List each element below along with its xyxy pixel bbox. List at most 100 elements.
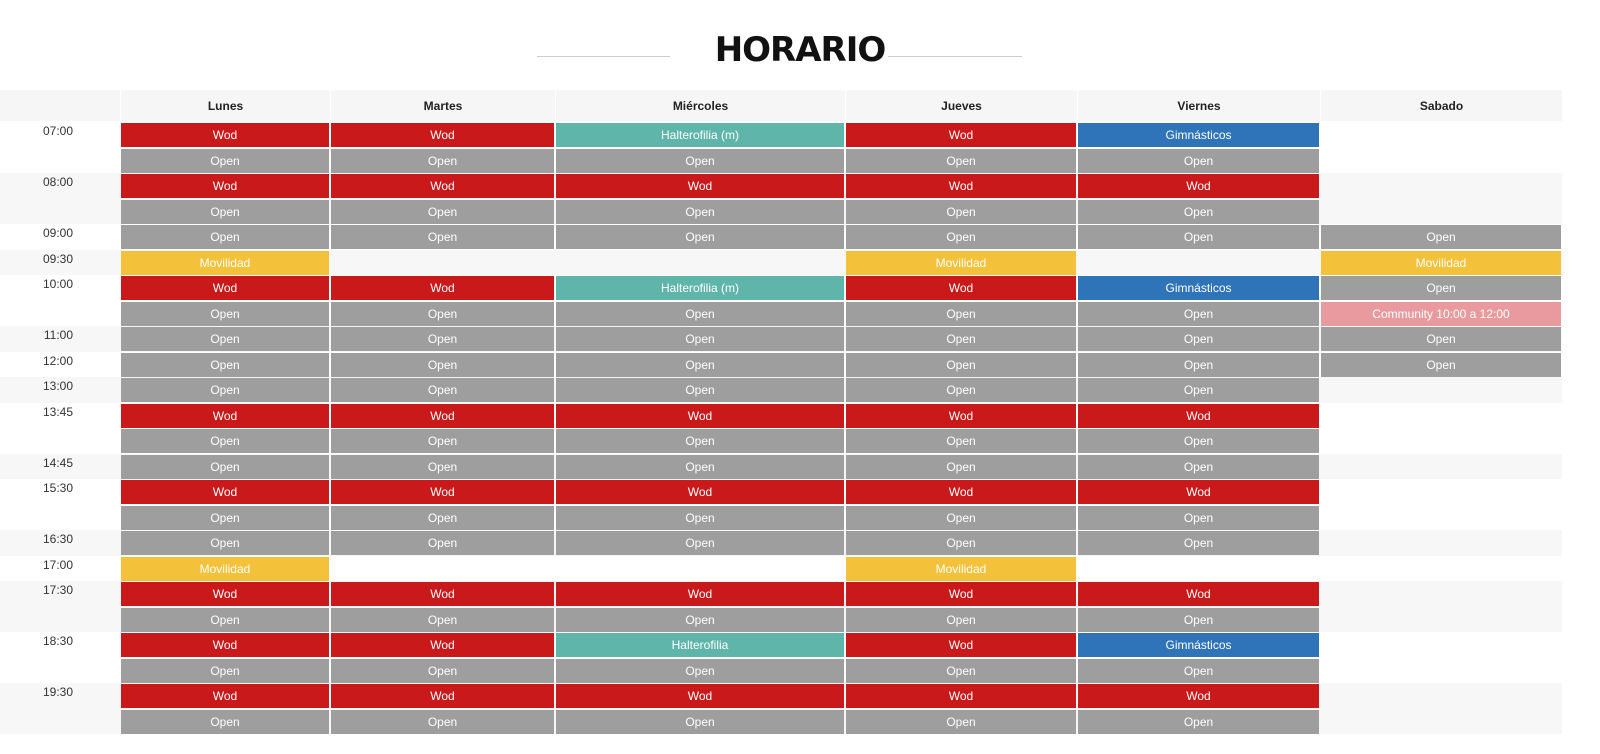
class-cell: Halterofilia bbox=[556, 633, 844, 657]
class-cell: Open bbox=[331, 199, 554, 224]
time-label: 16:30 bbox=[42, 532, 73, 546]
class-cell: Open bbox=[846, 658, 1076, 683]
class-cell: Open bbox=[121, 199, 329, 224]
class-cell: Open bbox=[1078, 658, 1319, 683]
class-cell: Wod bbox=[846, 633, 1076, 657]
class-cell: Open bbox=[121, 429, 329, 453]
class-cell: Wod bbox=[1078, 480, 1319, 504]
class-cell: Open bbox=[556, 199, 844, 224]
class-cell: Wod bbox=[331, 480, 554, 504]
class-cell: Open bbox=[1078, 709, 1319, 734]
class-cell: Open bbox=[331, 378, 554, 402]
day-header: Lunes bbox=[120, 90, 330, 121]
class-cell: Movilidad bbox=[1321, 250, 1561, 275]
class-cell: Open bbox=[556, 607, 844, 632]
class-cell: Gimnásticos bbox=[1078, 276, 1319, 300]
class-cell: Halterofilia (m) bbox=[556, 123, 844, 147]
class-cell: Open bbox=[331, 709, 554, 734]
class-cell: Wod bbox=[121, 582, 329, 606]
class-cell: Open bbox=[556, 429, 844, 453]
class-cell: Open bbox=[846, 301, 1076, 326]
class-cell: Gimnásticos bbox=[1078, 123, 1319, 147]
class-cell: Open bbox=[556, 709, 844, 734]
class-cell: Wod bbox=[1078, 582, 1319, 606]
class-cell: Open bbox=[556, 148, 844, 173]
class-cell: Wod bbox=[556, 684, 844, 708]
class-cell: Open bbox=[846, 378, 1076, 402]
title-rule bbox=[888, 56, 1022, 57]
class-cell: Open bbox=[846, 429, 1076, 453]
class-cell: Open bbox=[556, 352, 844, 377]
class-cell: Movilidad bbox=[121, 250, 329, 275]
class-cell: Open bbox=[846, 505, 1076, 530]
time-label: 18:30 bbox=[42, 634, 73, 648]
class-cell: Open bbox=[556, 327, 844, 351]
class-cell: Wod bbox=[331, 276, 554, 300]
class-cell: Wod bbox=[846, 480, 1076, 504]
class-cell: Open bbox=[331, 352, 554, 377]
class-cell: Open bbox=[556, 505, 844, 530]
class-cell: Open bbox=[846, 454, 1076, 479]
class-cell: Wod bbox=[1078, 174, 1319, 198]
class-cell: Wod bbox=[121, 633, 329, 657]
day-header: Jueves bbox=[845, 90, 1077, 121]
class-cell: Open bbox=[1078, 225, 1319, 249]
class-cell: Open bbox=[331, 429, 554, 453]
class-cell: Open bbox=[121, 327, 329, 351]
time-label: 13:00 bbox=[42, 379, 73, 393]
class-cell: Wod bbox=[331, 684, 554, 708]
class-cell: Open bbox=[556, 301, 844, 326]
class-cell: Halterofilia (m) bbox=[556, 276, 844, 300]
class-cell: Open bbox=[121, 505, 329, 530]
class-cell: Open bbox=[846, 709, 1076, 734]
time-label: 19:30 bbox=[42, 685, 73, 699]
time-label: 14:45 bbox=[42, 455, 73, 470]
class-cell: Open bbox=[331, 505, 554, 530]
class-cell: Open bbox=[121, 658, 329, 683]
class-cell: Wod bbox=[121, 123, 329, 147]
class-cell: Open bbox=[121, 531, 329, 555]
class-cell: Open bbox=[1078, 607, 1319, 632]
day-header: Martes bbox=[330, 90, 555, 121]
class-cell: Open bbox=[121, 378, 329, 402]
class-cell: Open bbox=[121, 454, 329, 479]
class-cell: Open bbox=[556, 531, 844, 555]
time-label: 17:30 bbox=[42, 583, 73, 597]
time-label: 09:00 bbox=[42, 226, 73, 240]
class-cell: Open bbox=[846, 225, 1076, 249]
class-cell: Wod bbox=[846, 403, 1076, 428]
class-cell: Open bbox=[1321, 225, 1561, 249]
class-cell: Open bbox=[331, 148, 554, 173]
class-cell: Open bbox=[1078, 531, 1319, 555]
class-cell: Movilidad bbox=[846, 556, 1076, 581]
class-cell: Open bbox=[556, 454, 844, 479]
day-header: Viernes bbox=[1077, 90, 1320, 121]
class-cell: Open bbox=[556, 378, 844, 402]
class-cell: Movilidad bbox=[121, 556, 329, 581]
class-cell: Wod bbox=[121, 174, 329, 198]
class-cell: Open bbox=[1078, 148, 1319, 173]
class-cell: Wod bbox=[121, 684, 329, 708]
class-cell: Open bbox=[1078, 378, 1319, 402]
class-cell: Wod bbox=[556, 174, 844, 198]
class-cell: Wod bbox=[556, 582, 844, 606]
title-rule bbox=[537, 56, 670, 57]
class-cell: Open bbox=[331, 658, 554, 683]
class-cell: Open bbox=[331, 301, 554, 326]
class-cell: Wod bbox=[331, 174, 554, 198]
time-label: 15:30 bbox=[42, 481, 73, 495]
class-cell: Wod bbox=[846, 174, 1076, 198]
class-cell: Gimnásticos bbox=[1078, 633, 1319, 657]
time-label: 12:00 bbox=[42, 353, 73, 368]
class-cell: Open bbox=[1321, 352, 1561, 377]
class-cell: Wod bbox=[121, 276, 329, 300]
class-cell: Movilidad bbox=[846, 250, 1076, 275]
day-header: Sabado bbox=[1320, 90, 1562, 121]
class-cell: Open bbox=[1078, 505, 1319, 530]
class-cell: Wod bbox=[846, 684, 1076, 708]
class-cell: Open bbox=[331, 454, 554, 479]
class-cell: Wod bbox=[331, 633, 554, 657]
class-cell: Wod bbox=[556, 480, 844, 504]
class-cell: Open bbox=[846, 148, 1076, 173]
